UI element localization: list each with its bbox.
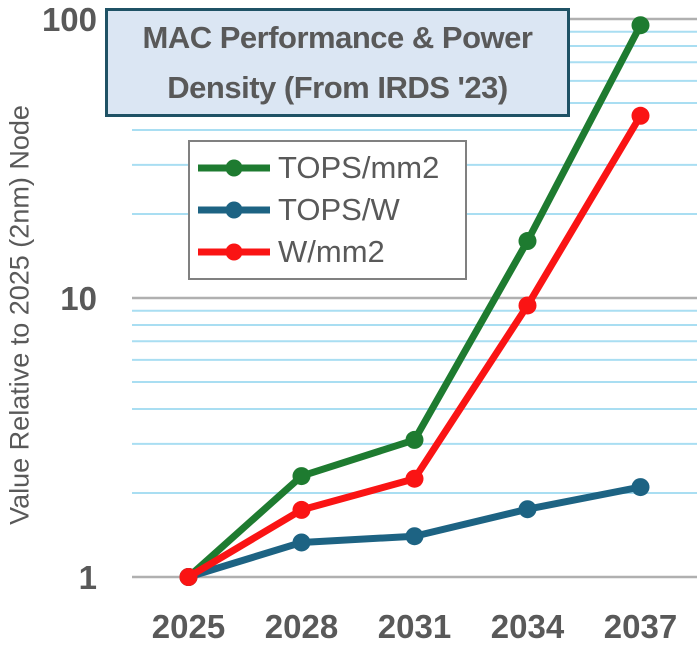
- y-tick-label-1: 1: [79, 559, 97, 596]
- legend-item-tops-mm2: TOPS/mm2: [196, 150, 463, 186]
- y-axis-title: Value Relative to 2025 (2nm) Node: [4, 105, 35, 525]
- legend: TOPS/mm2 TOPS/W W/mm2: [188, 140, 467, 280]
- x-tick-label-2034: 2034: [491, 608, 565, 645]
- legend-line-sample-tops-mm2: [198, 159, 270, 177]
- x-tick-label-2037: 2037: [604, 608, 677, 645]
- series-point-tops-w-2034: [518, 500, 537, 519]
- series-point-tops-w-2028: [292, 533, 311, 552]
- legend-line-sample-w-mm2: [198, 243, 270, 261]
- series-point-tops-mm2-2031: [405, 430, 424, 449]
- legend-label-w-mm2: W/mm2: [278, 234, 385, 269]
- chart-title-box: MAC Performance & Power Density (From IR…: [105, 8, 570, 117]
- x-tick-label-2028: 2028: [265, 608, 338, 645]
- y-tick-label-10: 10: [60, 280, 97, 317]
- series-point-w-mm2-2034: [518, 296, 537, 315]
- chart-title-line2: Density (From IRDS '23): [167, 69, 508, 105]
- series-point-tops-mm2-2034: [518, 232, 537, 251]
- series-point-w-mm2-2028: [292, 500, 311, 519]
- legend-item-tops-w: TOPS/W: [196, 192, 463, 228]
- series-point-w-mm2-2037: [631, 106, 650, 125]
- series-point-w-mm2-2025: [179, 568, 198, 586]
- legend-label-tops-w: TOPS/W: [278, 192, 400, 227]
- x-tick-label-2031: 2031: [378, 608, 451, 645]
- series-point-w-mm2-2031: [405, 469, 424, 488]
- chart-title-line1: MAC Performance & Power: [142, 19, 533, 55]
- legend-item-w-mm2: W/mm2: [196, 234, 463, 270]
- series-point-tops-mm2-2037: [631, 16, 650, 35]
- y-tick-label-100: 100: [42, 1, 97, 38]
- x-tick-label-2025: 2025: [152, 608, 225, 645]
- series-point-tops-mm2-2028: [292, 467, 311, 486]
- legend-line-sample-tops-w: [198, 201, 270, 219]
- series-point-tops-w-2031: [405, 527, 424, 546]
- series-point-tops-w-2037: [631, 478, 650, 497]
- legend-label-tops-mm2: TOPS/mm2: [278, 150, 440, 185]
